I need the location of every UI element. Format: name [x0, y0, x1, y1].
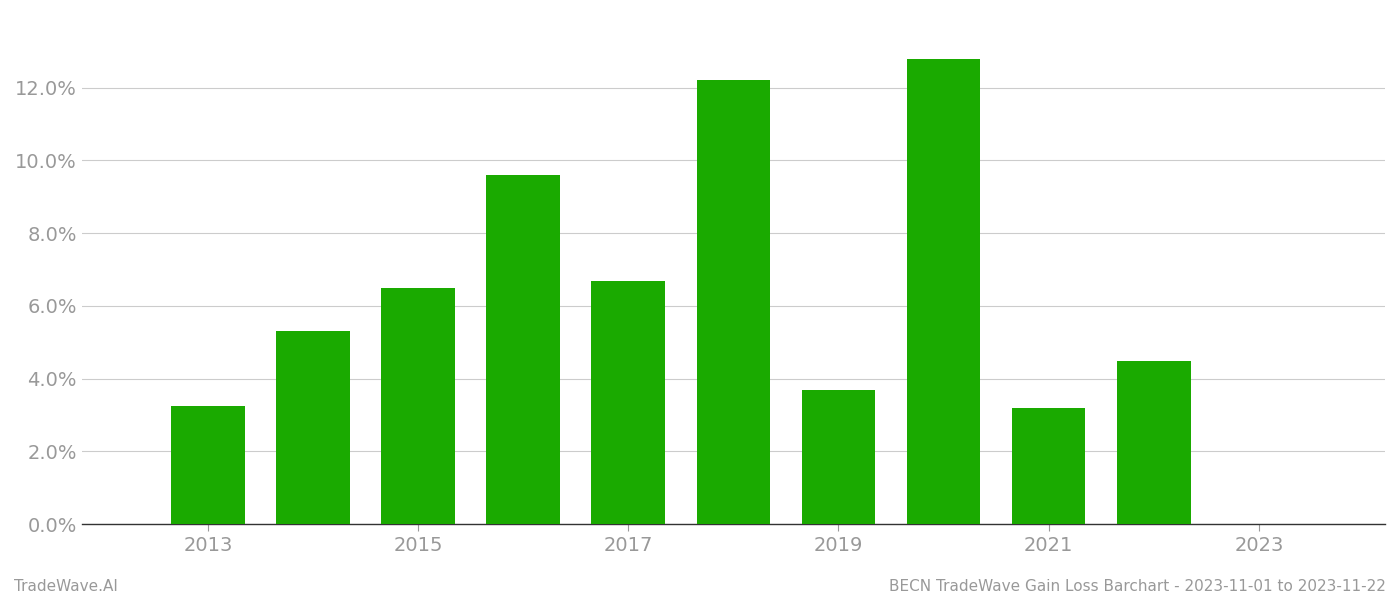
Bar: [486, 175, 560, 524]
Bar: [1012, 408, 1085, 524]
Text: TradeWave.AI: TradeWave.AI: [14, 579, 118, 594]
Bar: [171, 406, 245, 524]
Bar: [697, 80, 770, 524]
Bar: [802, 389, 875, 524]
Bar: [907, 59, 980, 524]
Bar: [381, 288, 455, 524]
Bar: [1117, 361, 1190, 524]
Text: BECN TradeWave Gain Loss Barchart - 2023-11-01 to 2023-11-22: BECN TradeWave Gain Loss Barchart - 2023…: [889, 579, 1386, 594]
Bar: [591, 281, 665, 524]
Bar: [276, 331, 350, 524]
